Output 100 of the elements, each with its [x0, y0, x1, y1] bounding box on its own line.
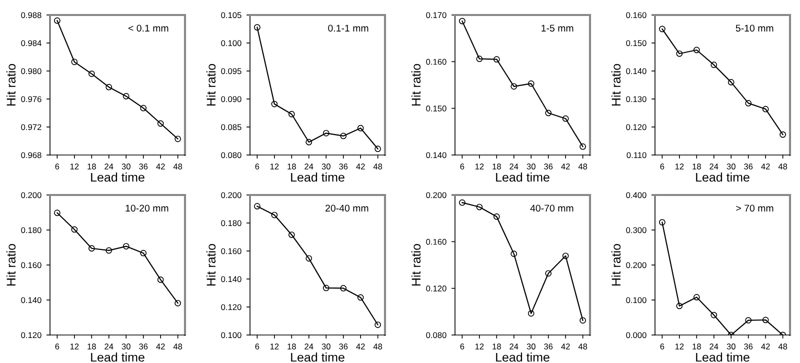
x-tick-label: 30	[526, 344, 536, 350]
point	[510, 250, 518, 257]
x-tick-label: 30	[122, 344, 130, 350]
point	[693, 294, 700, 300]
y-tick-label: 0.140	[21, 297, 42, 304]
x-tick-label: 6	[255, 344, 260, 350]
x-tick-label: 36	[544, 344, 553, 350]
x-tick-label: 48	[578, 344, 588, 350]
x-axis-title: Lead time	[91, 172, 144, 182]
y-tick-label: 0.080	[426, 332, 446, 338]
x-tick-label: 42	[156, 344, 165, 350]
point	[458, 199, 466, 206]
x-tick-label: 12	[70, 164, 79, 170]
x-tick-label: 30	[526, 164, 536, 170]
point	[762, 316, 769, 324]
x-tick-label: 6	[255, 164, 260, 170]
point	[54, 210, 60, 216]
x-tick-label: 12	[475, 344, 484, 350]
point	[174, 136, 182, 142]
x-tick-label: 12	[270, 344, 279, 350]
annotation: > 70 mm	[736, 204, 774, 212]
x-tick-label: 48	[778, 164, 788, 170]
annotation: 0.1-1 mm	[328, 24, 368, 32]
x-tick-label: 42	[561, 164, 570, 170]
x-tick-label: 24	[304, 164, 314, 170]
x-tick-label: 48	[578, 164, 588, 170]
y-tick-label: 0.200	[21, 192, 42, 198]
y-tick-label: 0.976	[21, 96, 42, 102]
point	[676, 302, 683, 310]
x-tick-label: 18	[88, 344, 96, 350]
y-tick-label: 0.988	[21, 12, 42, 18]
annotation: < 0.1 mm	[128, 24, 168, 32]
y-axis-title: Hit ratio	[411, 244, 421, 286]
x-tick-label: 6	[55, 164, 60, 170]
x-tick-label: 24	[104, 164, 114, 170]
y-tick-label: 0.120	[626, 124, 646, 130]
point	[510, 83, 518, 90]
x-tick-label: 18	[88, 164, 96, 170]
x-tick-label: 48	[778, 344, 788, 350]
point	[374, 146, 382, 152]
y-tick-label: 0.105	[221, 12, 242, 18]
point	[728, 79, 734, 86]
x-tick-label: 30	[726, 164, 736, 170]
x-tick-label: 42	[356, 164, 365, 170]
point	[710, 312, 718, 318]
point	[562, 252, 569, 260]
x-tick-label: 36	[339, 344, 348, 350]
x-axis-title: Lead time	[496, 172, 550, 182]
point	[762, 106, 769, 112]
x-tick-label: 18	[492, 344, 501, 350]
x-tick-label: 6	[55, 344, 60, 350]
y-axis-title: Hit ratio	[411, 64, 421, 106]
point	[88, 70, 95, 77]
y-tick-label: 0.120	[21, 332, 42, 338]
point	[493, 56, 500, 63]
point	[340, 285, 347, 292]
y-tick-label: 0.100	[626, 297, 646, 304]
point	[157, 120, 164, 127]
point	[54, 17, 60, 24]
x-tick-label: 6	[460, 164, 464, 170]
x-tick-label: 36	[339, 164, 348, 170]
x-tick-label: 24	[710, 344, 718, 350]
y-tick-label: 0.200	[626, 262, 646, 268]
y-tick-label: 0.160	[626, 12, 646, 18]
point	[306, 138, 312, 146]
annotation: 10-20 mm	[126, 204, 168, 212]
x-tick-label: 12	[675, 344, 684, 350]
y-tick-label: 0.170	[426, 12, 446, 18]
point	[88, 245, 95, 252]
x-tick-label: 48	[173, 344, 182, 350]
point	[745, 317, 752, 324]
x-tick-label: 30	[122, 164, 130, 170]
point	[271, 100, 278, 108]
y-axis-title: Hit ratio	[611, 64, 621, 106]
x-tick-label: 24	[104, 344, 114, 350]
point	[322, 130, 330, 136]
x-tick-label: 42	[156, 164, 165, 170]
point	[676, 50, 683, 57]
y-tick-label: 0.130	[626, 96, 646, 102]
y-tick-label: 0.972	[21, 124, 42, 130]
point	[580, 317, 586, 324]
point	[458, 18, 466, 24]
x-axis-title: Lead time	[291, 172, 344, 182]
x-tick-label: 18	[288, 344, 296, 350]
y-tick-label: 0.984	[21, 40, 42, 46]
x-axis-title: Lead time	[496, 352, 550, 362]
y-tick-label: 0.160	[426, 238, 446, 245]
point	[780, 131, 786, 138]
point	[545, 270, 552, 277]
x-tick-label: 30	[726, 344, 736, 350]
annotation: 5-10 mm	[736, 24, 774, 32]
point	[122, 243, 130, 250]
x-tick-label: 42	[761, 344, 770, 350]
point	[106, 247, 112, 254]
point	[140, 250, 147, 256]
point	[71, 226, 78, 233]
y-tick-label: 0.120	[426, 286, 446, 292]
point	[745, 100, 752, 106]
x-tick-label: 36	[744, 164, 753, 170]
point	[476, 204, 483, 210]
